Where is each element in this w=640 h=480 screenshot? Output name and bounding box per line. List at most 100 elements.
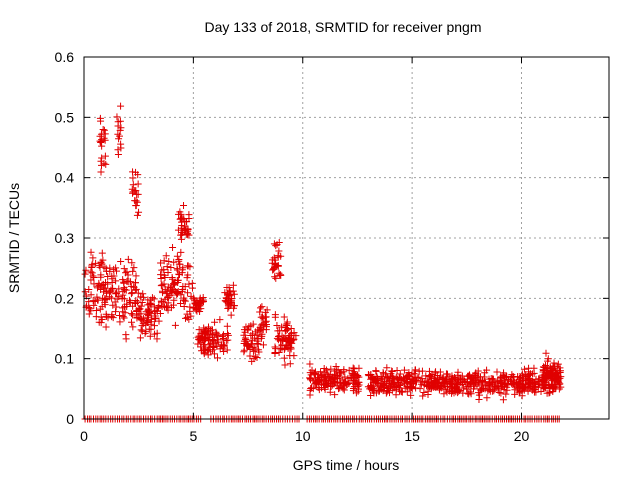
data-point [157, 271, 165, 279]
data-point [475, 378, 483, 386]
data-point [445, 379, 453, 387]
data-point [124, 255, 132, 263]
data-point [389, 372, 397, 380]
data-point [161, 303, 169, 311]
data-point [117, 102, 125, 110]
data-point [177, 248, 185, 256]
data-point [458, 372, 466, 380]
data-point [181, 297, 189, 305]
data-point [329, 375, 337, 383]
data-point [499, 396, 507, 404]
data-point [524, 383, 532, 391]
data-point [249, 320, 257, 328]
data-point [284, 325, 292, 333]
data-point [89, 254, 97, 262]
axis-ticks: 0 0.1 0.2 0.3 0.4 0.5 0.6 0 5 10 15 20 [55, 49, 609, 444]
data-point [197, 305, 205, 313]
data-point [104, 280, 112, 288]
data-point [92, 259, 100, 267]
data-point [226, 301, 234, 309]
data-point [112, 289, 120, 297]
data-point [402, 373, 410, 381]
data-point [387, 380, 395, 388]
data-point [175, 271, 183, 279]
data-point [503, 386, 511, 394]
data-point [219, 341, 227, 349]
data-point [94, 282, 102, 290]
data-point [98, 249, 106, 257]
data-point [180, 202, 188, 210]
data-point [550, 359, 558, 367]
data-point [375, 387, 383, 395]
data-point [399, 374, 407, 382]
data-point [244, 325, 252, 333]
data-point [255, 348, 263, 356]
data-point [98, 303, 106, 311]
data-point [91, 297, 99, 305]
data-point [415, 367, 423, 375]
data-point [262, 313, 270, 321]
data-point [544, 357, 552, 365]
data-point [176, 215, 184, 223]
data-point [169, 280, 177, 288]
data-point [153, 329, 161, 337]
data-point [451, 383, 459, 391]
data-point [108, 311, 116, 319]
data-point [280, 334, 288, 342]
data-point [450, 389, 458, 397]
data-point [120, 314, 128, 322]
data-point [90, 273, 98, 281]
data-point [130, 264, 138, 272]
data-point [175, 256, 183, 264]
data-point [409, 376, 417, 384]
data-point [511, 378, 519, 386]
data-point [246, 352, 254, 360]
data-point [162, 290, 170, 298]
data-point [256, 304, 264, 312]
data-point [519, 385, 527, 393]
data-point [352, 389, 360, 397]
data-point [128, 185, 136, 193]
data-point [253, 353, 261, 361]
data-point [119, 291, 127, 299]
data-point [270, 264, 278, 272]
data-point [97, 138, 105, 146]
y-tick-label: 0.1 [55, 351, 75, 367]
data-point [350, 365, 358, 373]
data-point [383, 364, 391, 372]
data-point [350, 383, 358, 391]
data-point [315, 378, 323, 386]
data-point [209, 331, 217, 339]
data-point [398, 388, 406, 396]
data-point [463, 385, 471, 393]
data-point [213, 336, 221, 344]
data-point [396, 387, 403, 395]
data-point [309, 377, 317, 385]
data-point [135, 306, 143, 314]
data-point [280, 313, 288, 321]
data-point [132, 202, 140, 210]
data-point [136, 315, 144, 323]
data-point [306, 386, 314, 394]
data-point [127, 290, 135, 298]
data-point [346, 373, 354, 381]
data-point [214, 332, 222, 340]
data-point [258, 303, 266, 311]
data-point [185, 211, 193, 219]
data-point [339, 385, 347, 393]
data-point [290, 335, 298, 343]
data-point [280, 354, 288, 362]
data-points [81, 102, 565, 423]
data-point [425, 371, 433, 379]
data-point [416, 385, 424, 393]
data-point [132, 272, 140, 280]
data-point [109, 284, 117, 292]
data-point [97, 117, 105, 125]
data-point [114, 118, 122, 126]
data-point [526, 374, 534, 382]
data-point [229, 281, 237, 289]
data-point [158, 266, 166, 274]
data-point [272, 274, 280, 282]
data-point [101, 284, 109, 292]
data-point [514, 384, 522, 392]
